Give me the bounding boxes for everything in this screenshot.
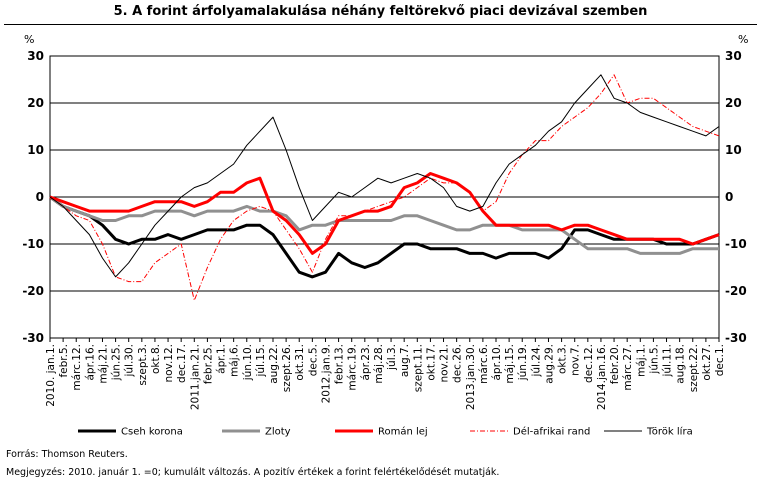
x-tick-label: jún.5.: [648, 344, 660, 375]
x-tick-label: aug.22.: [268, 344, 280, 384]
y-tick-label-left: 30: [27, 49, 44, 63]
legend-label-del-afrikai-rand: Dél-afrikai rand: [513, 426, 590, 438]
series-torok-lira: [49, 74, 720, 278]
x-tick-label: dec.26.: [452, 344, 464, 383]
x-tick-label: júl.24.: [530, 344, 542, 378]
y-tick-label-left: -20: [22, 284, 44, 298]
x-tick-label: dec.17.: [176, 344, 188, 383]
x-tick-label: ápr.10.: [491, 344, 503, 381]
x-tick-label: febr.20.: [609, 344, 621, 384]
x-tick-label: febr.25.: [202, 344, 214, 384]
y-tick-label-right: 0: [725, 190, 733, 204]
series-roman-lej: [49, 172, 720, 255]
x-tick-label: nov.21.: [439, 344, 451, 383]
series-lines: [49, 74, 720, 301]
x-tick-label: júl.30.: [124, 344, 136, 378]
x-tick-label: okt.31.: [294, 344, 306, 381]
footnote: Megjegyzés: 2010. január 1. =0; kumulált…: [6, 467, 500, 478]
legend: Cseh korona Zloty Román lej Dél-afrikai ran…: [78, 426, 693, 438]
x-tick-label: szept.26.: [281, 344, 293, 392]
x-tick-label: szept.3.: [137, 344, 149, 386]
x-tick-label: márc.6.: [478, 344, 490, 384]
x-tick-label: nov.7.: [570, 344, 582, 376]
x-tick-label: jún.10.: [242, 344, 254, 381]
source-note: Forrás: Thomson Reuters.: [6, 449, 128, 460]
series-cseh-korona: [49, 195, 720, 279]
x-tick-label: szept.11.: [412, 344, 424, 392]
x-tick-label: júl.15.: [255, 344, 267, 378]
x-tick-label: máj.6.: [229, 344, 241, 377]
grid-lines: [50, 55, 719, 339]
x-tick-label: 2011.jan.21.: [189, 344, 201, 410]
x-axis-tick-labels: 2010. jan.1. febr.5. márc.12. ápr.16. máj.21…: [45, 338, 726, 410]
x-tick-label: okt.3.: [557, 344, 569, 374]
x-tick-label: 2014.jan.16.: [596, 344, 608, 410]
legend-label-roman-lej: Román lej: [378, 426, 428, 438]
x-tick-label: júl.3.: [386, 344, 398, 371]
y-tick-label-right: -20: [725, 284, 747, 298]
chart-axes: 30 30 20 20 10 10 0 0 -10 -10 -20 -20 -30 -30%%: [22, 33, 748, 345]
x-tick-label: febr.5.: [58, 344, 70, 378]
x-tick-label: dec.1.: [714, 344, 726, 376]
x-tick-label: márc.12.: [71, 344, 83, 391]
y-unit-left: %: [24, 33, 34, 46]
legend-label-zloty: Zloty: [265, 427, 291, 438]
x-tick-label: febr.13.: [334, 344, 346, 384]
x-tick-label: nov.12.: [163, 344, 175, 383]
y-tick-label-left: -30: [22, 331, 44, 345]
x-tick-label: dec.12.: [583, 344, 595, 383]
x-tick-label: ápr.23.: [360, 344, 372, 381]
x-tick-label: 2013.jan.30.: [465, 344, 477, 410]
y-tick-label-right: -10: [725, 237, 747, 251]
y-tick-label-left: 10: [27, 143, 44, 157]
x-tick-label: ápr.16.: [84, 344, 96, 381]
x-tick-label: aug.7.: [399, 344, 411, 377]
y-tick-label-right: -30: [725, 331, 747, 345]
x-tick-label: 2010. jan.1.: [45, 344, 57, 407]
x-tick-label: máj.21.: [97, 344, 109, 384]
x-tick-label: máj.15.: [504, 344, 516, 384]
x-tick-label: márc.27.: [622, 344, 634, 391]
y-tick-label-right: 30: [725, 49, 742, 63]
series-del-afrikai-rand: [49, 74, 720, 301]
x-tick-label: máj.28.: [373, 344, 385, 384]
series-zloty: [49, 195, 719, 255]
x-tick-label: okt.8.: [150, 344, 162, 374]
x-tick-label: dec.5.: [307, 344, 319, 376]
legend-label-cseh-korona: Cseh korona: [121, 427, 183, 438]
x-tick-label: aug.29.: [543, 344, 555, 384]
legend-label-torok-lira: Török líra: [646, 426, 693, 438]
x-tick-label: okt.27.: [701, 344, 713, 381]
x-tick-label: márc.19.: [347, 344, 359, 391]
x-tick-label: júl.11.: [662, 344, 674, 378]
y-unit-right: %: [738, 33, 748, 46]
y-tick-label-right: 20: [725, 96, 742, 110]
x-tick-label: 2012.jan.9.: [320, 344, 332, 403]
y-tick-label-left: 0: [36, 190, 44, 204]
x-tick-label: szept.22.: [688, 344, 700, 392]
x-tick-label: jún.19.: [517, 344, 529, 381]
x-tick-label: aug.18.: [675, 344, 687, 384]
y-tick-label-left: -10: [22, 237, 44, 251]
y-tick-label-left: 20: [27, 96, 44, 110]
y-tick-label-right: 10: [725, 143, 742, 157]
x-tick-label: okt.17.: [425, 344, 437, 381]
chart-title: 5. A forint árfolyamalakulása néhány fel…: [113, 4, 648, 19]
x-tick-label: jún.25.: [111, 344, 123, 381]
title-divider: [4, 24, 757, 25]
x-tick-label: ápr.1.: [216, 344, 228, 374]
x-tick-label: máj.1.: [635, 344, 647, 377]
